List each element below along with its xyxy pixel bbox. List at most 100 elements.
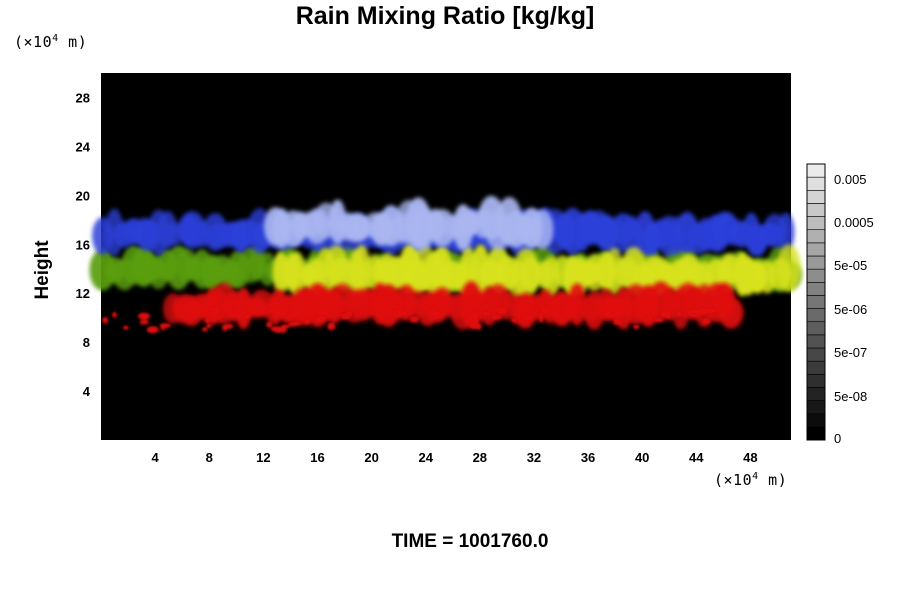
droplet: [288, 321, 301, 327]
droplet: [279, 325, 287, 333]
colorbar-level: [806, 281, 826, 296]
droplet: [146, 326, 159, 334]
colorbar-level: [806, 413, 826, 428]
colorbar-level: [806, 216, 826, 231]
droplet: [475, 322, 482, 331]
y-tick-label: 4: [83, 384, 91, 399]
droplet: [538, 315, 544, 323]
y-unit-exponent: 4: [52, 33, 59, 44]
colorbar-level: [806, 360, 826, 375]
layer-blob: [235, 287, 252, 330]
droplet: [327, 322, 336, 331]
colorbar-level: [806, 308, 826, 323]
x-tick-label: 32: [527, 450, 541, 465]
y-tick-label: 16: [76, 237, 90, 252]
droplet: [617, 320, 623, 325]
droplet: [393, 309, 403, 318]
colorbar-level: [806, 426, 826, 441]
colorbar-label: 0.0005: [834, 215, 874, 230]
droplet: [138, 312, 150, 320]
x-tick-label: 44: [689, 450, 704, 465]
x-tick-label: 40: [635, 450, 649, 465]
droplet: [541, 308, 549, 314]
layer-blob: [567, 283, 587, 326]
colorbar-label: 5e-05: [834, 258, 867, 273]
y-tick-label: 28: [76, 90, 90, 105]
droplet: [511, 318, 517, 323]
colorbar-level: [806, 255, 826, 270]
colorbar-level: [806, 295, 826, 309]
y-tick-label: 20: [76, 188, 90, 203]
y-unit-suffix: m): [58, 33, 88, 51]
layer-blob: [718, 297, 744, 329]
x-tick-label: 16: [310, 450, 324, 465]
layer-blob: [776, 244, 801, 293]
colorbar-level: [806, 321, 826, 336]
colorbar-frame: [806, 163, 826, 441]
x-unit-suffix: m): [758, 471, 788, 489]
x-unit-prefix: (×10: [714, 471, 753, 489]
droplet: [706, 308, 717, 313]
y-tick-label: 24: [76, 139, 91, 154]
droplet: [428, 308, 439, 316]
droplet: [304, 319, 310, 325]
x-tick-label: 36: [581, 450, 595, 465]
layer-upper: [263, 195, 554, 251]
droplet: [209, 307, 220, 315]
colorbar-level: [806, 268, 826, 283]
layer-blob: [530, 209, 554, 250]
colorbar-label: 0: [834, 431, 841, 446]
time-annotation: TIME = 1001760.0: [391, 531, 549, 552]
x-tick-label: 28: [473, 450, 487, 465]
colorbar-label: 5e-08: [834, 389, 867, 404]
colorbar-level: [806, 242, 826, 257]
droplet: [643, 308, 650, 315]
x-tick-label: 24: [418, 450, 433, 465]
colorbar-level: [806, 163, 826, 178]
droplet: [653, 318, 664, 323]
x-tick-label: 12: [256, 450, 270, 465]
droplet: [491, 315, 502, 320]
colorbar-label: 5e-06: [834, 302, 867, 317]
droplet: [701, 318, 710, 325]
droplet: [604, 311, 612, 317]
data-layers: [89, 195, 802, 334]
droplet: [676, 312, 682, 317]
droplet: [268, 309, 274, 313]
droplet: [102, 316, 109, 324]
colorbar-level: [806, 387, 826, 401]
layer-blob: [272, 251, 289, 294]
droplet: [270, 326, 280, 332]
layer-blob: [777, 212, 795, 252]
layer-blob: [288, 252, 306, 299]
droplet: [401, 311, 407, 315]
droplet: [633, 324, 640, 330]
droplet: [159, 323, 171, 329]
layer-blob: [459, 209, 480, 237]
x-tick-label: 4: [152, 450, 160, 465]
colorbar-level: [806, 189, 826, 204]
layer-blob: [520, 257, 542, 291]
colorbar-level: [806, 229, 826, 244]
colorbar-level: [806, 203, 826, 217]
droplet: [201, 327, 208, 332]
x-axis-ticks: 4 8 12 16 20 24 28 32 36 40 44 48: [152, 450, 758, 465]
colorbar-level: [806, 347, 826, 362]
y-axis-unit: (×104 m): [14, 33, 87, 51]
droplet: [206, 323, 212, 328]
x-tick-label: 20: [364, 450, 378, 465]
droplet: [222, 324, 228, 332]
droplet: [693, 309, 706, 315]
x-unit-exponent: 4: [752, 471, 759, 482]
y-tick-label: 12: [76, 286, 90, 301]
colorbar: 0 5e-08 5e-07 5e-06 5e-05 0.0005 0.005: [806, 163, 874, 446]
colorbar-level: [806, 373, 826, 388]
droplet: [123, 325, 129, 330]
droplet: [409, 315, 420, 323]
x-tick-label: 8: [206, 450, 213, 465]
droplet: [243, 314, 252, 319]
colorbar-level: [806, 176, 826, 191]
y-unit-prefix: (×10: [14, 33, 53, 51]
colorbar-level: [806, 334, 826, 349]
